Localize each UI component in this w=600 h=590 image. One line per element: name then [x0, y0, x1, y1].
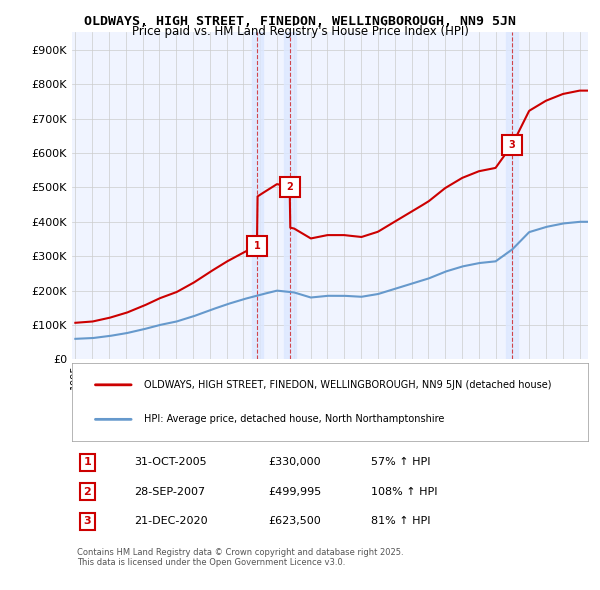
- Text: 81% ↑ HPI: 81% ↑ HPI: [371, 516, 431, 526]
- Text: 57% ↑ HPI: 57% ↑ HPI: [371, 457, 431, 467]
- Bar: [506, 32, 518, 359]
- Text: OLDWAYS, HIGH STREET, FINEDON, WELLINGBOROUGH, NN9 5JN (detached house): OLDWAYS, HIGH STREET, FINEDON, WELLINGBO…: [144, 380, 552, 390]
- Text: 2: 2: [286, 182, 293, 192]
- Bar: [284, 32, 296, 359]
- Text: HPI: Average price, detached house, North Northamptonshire: HPI: Average price, detached house, Nort…: [144, 414, 445, 424]
- Text: Price paid vs. HM Land Registry's House Price Index (HPI): Price paid vs. HM Land Registry's House …: [131, 25, 469, 38]
- Text: 2: 2: [83, 487, 91, 497]
- Text: 3: 3: [509, 140, 515, 150]
- Text: Contains HM Land Registry data © Crown copyright and database right 2025.
This d: Contains HM Land Registry data © Crown c…: [77, 548, 404, 567]
- Text: 108% ↑ HPI: 108% ↑ HPI: [371, 487, 438, 497]
- Text: 1: 1: [83, 457, 91, 467]
- Text: £330,000: £330,000: [268, 457, 321, 467]
- Text: 3: 3: [83, 516, 91, 526]
- Bar: [251, 32, 263, 359]
- Text: 21-DEC-2020: 21-DEC-2020: [134, 516, 208, 526]
- Text: 28-SEP-2007: 28-SEP-2007: [134, 487, 205, 497]
- Text: OLDWAYS, HIGH STREET, FINEDON, WELLINGBOROUGH, NN9 5JN: OLDWAYS, HIGH STREET, FINEDON, WELLINGBO…: [84, 15, 516, 28]
- Text: 1: 1: [254, 241, 261, 251]
- Text: 31-OCT-2005: 31-OCT-2005: [134, 457, 206, 467]
- Text: £499,995: £499,995: [268, 487, 322, 497]
- Text: £623,500: £623,500: [268, 516, 321, 526]
